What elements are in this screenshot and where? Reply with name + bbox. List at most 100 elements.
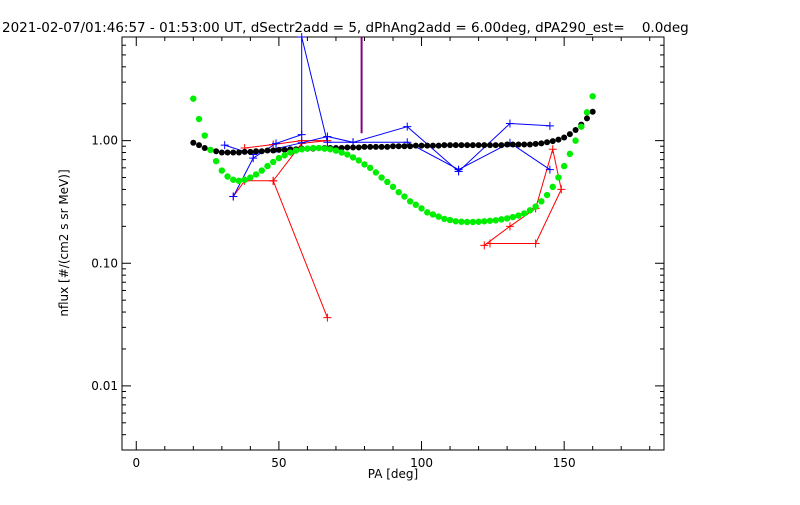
series-6-point <box>264 147 271 154</box>
series-6-point <box>498 142 505 149</box>
series-7-point <box>526 207 534 214</box>
series-6-point <box>486 142 493 149</box>
y-tick-label: 0.10 <box>91 256 118 270</box>
chart-title: 2021-02-07/01:46:57 - 01:53:00 UT, dSect… <box>2 20 689 36</box>
series-7-point <box>458 218 465 225</box>
series-2-point <box>531 239 540 248</box>
series-7-point <box>241 176 248 183</box>
series-6-point <box>281 146 288 153</box>
series-7-point <box>252 171 260 178</box>
series-7-point <box>378 174 385 181</box>
series-6-point <box>361 143 368 150</box>
series-7-point <box>424 209 431 216</box>
series-7-point <box>418 205 425 212</box>
series-4-point <box>545 121 554 130</box>
series-7-point <box>355 157 362 164</box>
plot-frame <box>121 36 665 451</box>
series-7-point <box>549 183 556 191</box>
series-6-point <box>424 142 431 149</box>
series-7-point <box>560 162 568 170</box>
series-6-point <box>583 115 590 122</box>
series-6-point <box>589 108 596 115</box>
series-6-point <box>481 142 488 149</box>
series-6-point <box>492 142 499 149</box>
series-7-point <box>589 93 596 100</box>
series-7-point <box>543 191 551 199</box>
series-group <box>190 33 596 322</box>
series-6-point <box>384 143 391 150</box>
series-7-point <box>247 174 254 181</box>
series-7-point <box>315 144 323 152</box>
series-6-point <box>521 141 528 148</box>
series-7-point <box>212 157 220 165</box>
y-axis-label: nflux [#/(cm2 s sr MeV)] <box>57 169 71 316</box>
series-2-line <box>484 149 562 246</box>
series-6-point <box>435 142 442 149</box>
axes-group: 0 50 100 150 0.01 0.10 1.00 <box>91 37 664 470</box>
series-6-point <box>407 143 414 150</box>
series-7-point <box>389 183 397 191</box>
series-6-point <box>504 141 511 148</box>
series-6-point <box>390 143 396 150</box>
series-6-point <box>532 140 539 147</box>
series-7-point <box>298 146 305 153</box>
series-6-point <box>270 147 277 154</box>
series-6-point <box>235 149 242 156</box>
series-7-point <box>384 178 391 186</box>
series-7-point <box>235 177 243 185</box>
series-7-point <box>207 146 214 154</box>
series-6-point <box>258 148 265 155</box>
series-4-point <box>297 138 306 147</box>
x-tick-label: 50 <box>271 456 286 470</box>
series-7-point <box>338 149 345 156</box>
series-7-point <box>475 218 482 225</box>
series-6-point <box>412 142 419 149</box>
series-7-point <box>327 146 334 153</box>
series-6-point <box>241 148 248 155</box>
series-7-point <box>395 188 402 196</box>
series-6-point <box>355 144 362 151</box>
series-7-point <box>452 218 459 225</box>
y-tick-label: 0.01 <box>91 379 118 393</box>
series-7-point <box>435 213 442 220</box>
series-6-point <box>338 145 345 152</box>
series-7-point <box>578 123 585 130</box>
series-7-point <box>366 164 374 172</box>
series-7-point <box>332 147 340 154</box>
series-6-point <box>230 149 237 156</box>
series-4-point <box>505 119 514 128</box>
series-7-point <box>287 149 294 156</box>
series-6-point <box>561 134 568 141</box>
series-7-point <box>521 210 528 217</box>
series-4-point <box>220 141 229 150</box>
series-6-point <box>275 146 282 153</box>
series-7-point <box>441 215 448 223</box>
series-6-point <box>509 141 516 148</box>
series-7-point <box>224 173 231 180</box>
series-4-point <box>454 167 463 176</box>
series-6-point <box>247 148 254 155</box>
series-6-point <box>572 127 579 134</box>
series-7-point <box>412 201 420 208</box>
series-6-point <box>253 148 260 155</box>
series-7-point <box>538 198 545 205</box>
series-6-point <box>441 142 448 149</box>
series-6-point <box>418 142 425 149</box>
x-axis-label: PA [deg] <box>368 467 418 481</box>
x-tick-label: 100 <box>410 456 433 470</box>
series-6-point <box>475 142 482 149</box>
series-2-point <box>485 239 494 248</box>
series-1-line <box>272 180 328 318</box>
series-6-point <box>367 143 374 150</box>
series-6-point <box>196 142 203 149</box>
series-7-point <box>509 213 517 221</box>
series-7-point <box>503 215 511 222</box>
series-7-point <box>401 193 408 200</box>
series-6-point <box>447 142 454 149</box>
series-1-point <box>269 176 278 185</box>
series-7-point <box>406 198 414 205</box>
series-7-point <box>469 218 477 226</box>
series-7-point <box>463 218 471 226</box>
series-7-point <box>201 132 208 139</box>
